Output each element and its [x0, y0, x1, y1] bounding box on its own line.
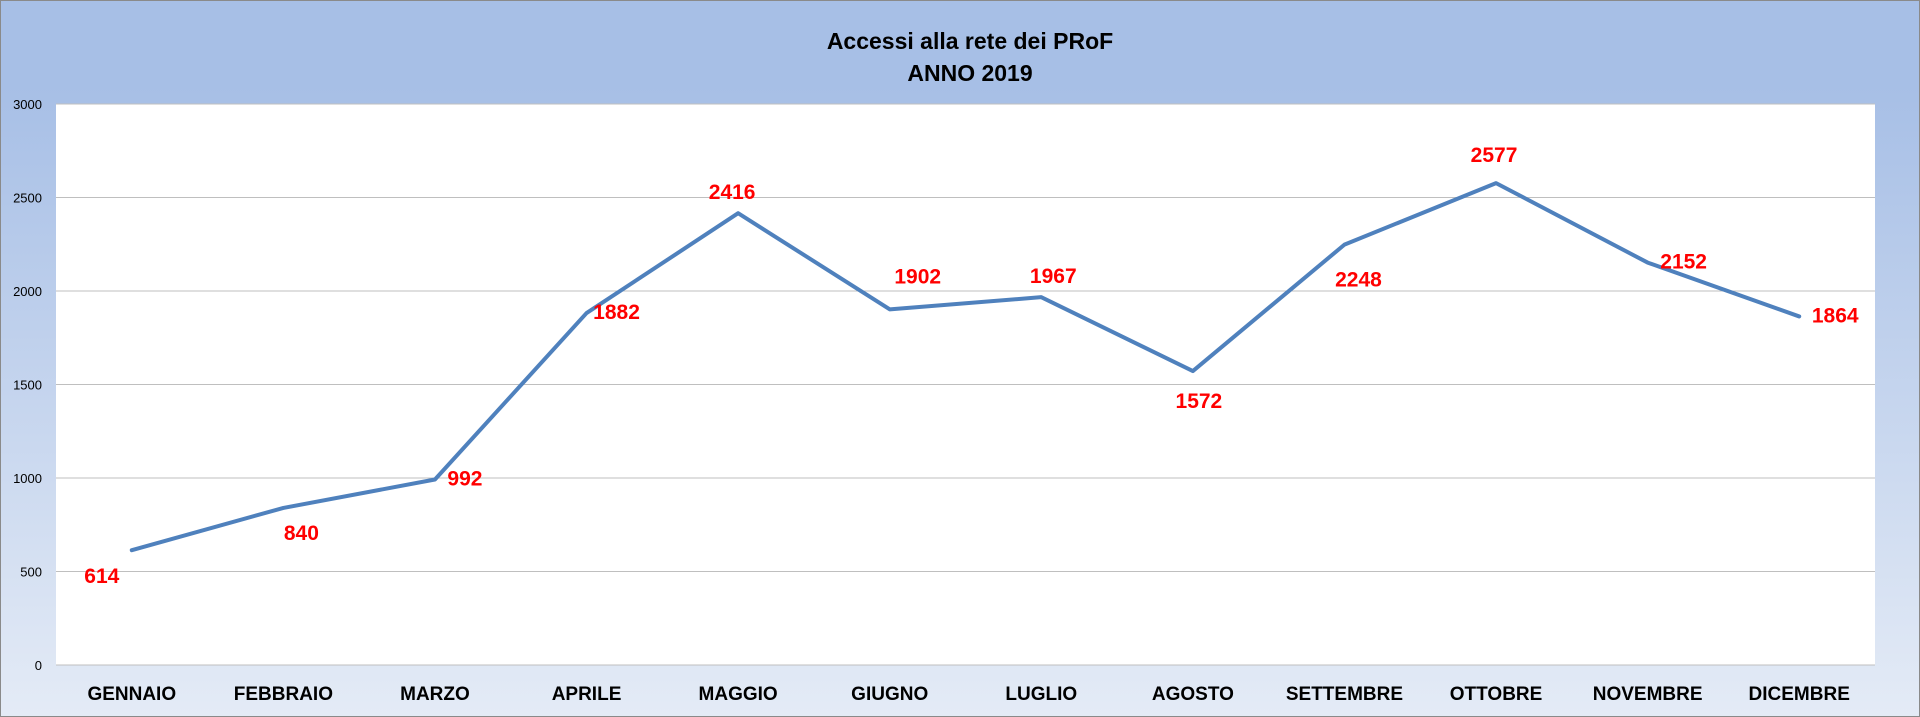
data-label: 2577 [1471, 144, 1518, 167]
data-label: 2416 [709, 181, 756, 204]
x-tick-label: OTTOBRE [1450, 684, 1543, 705]
x-tick-label: AGOSTO [1152, 684, 1234, 705]
x-tick-label: GENNAIO [87, 684, 176, 705]
y-tick-label: 3000 [13, 97, 42, 112]
data-label: 840 [284, 522, 319, 545]
x-tick-label: GIUGNO [851, 684, 928, 705]
x-axis: GENNAIO FEBBRAIO MARZO APRILE MAGGIO GIUGNO LU… [87, 684, 1849, 705]
y-tick-label: 1500 [13, 378, 42, 393]
y-tick-label: 1000 [13, 471, 42, 486]
y-tick-label: 2000 [13, 284, 42, 299]
data-label: 1572 [1176, 390, 1223, 413]
y-tick-label: 500 [20, 565, 42, 580]
chart-subtitle: ANNO 2019 [907, 60, 1032, 86]
data-label: 614 [84, 565, 119, 588]
series-line [129, 181, 1802, 553]
data-label: 1864 [1812, 304, 1859, 327]
x-tick-label: LUGLIO [1005, 684, 1077, 705]
x-tick-label: APRILE [552, 684, 622, 705]
x-tick-label: FEBBRAIO [234, 684, 333, 705]
x-tick-label: DICEMBRE [1749, 684, 1850, 705]
data-label: 2152 [1660, 251, 1707, 274]
y-axis: 0 500 1000 1500 2000 2500 3000 [13, 97, 42, 673]
y-tick-label: 2500 [13, 191, 42, 206]
gridlines [56, 103, 1875, 666]
data-label: 1902 [894, 265, 941, 288]
data-labels: 614 840 992 1882 2416 1902 1967 1572 2248 2577 215… [84, 144, 1859, 588]
y-tick-label: 0 [35, 658, 42, 673]
data-label: 1882 [593, 301, 640, 324]
chart-title: Accessi alla rete dei PRoF [827, 28, 1113, 54]
x-tick-label: SETTEMBRE [1286, 684, 1403, 705]
series-layer [129, 181, 1802, 553]
data-label: 2248 [1335, 269, 1382, 292]
x-tick-label: MAGGIO [699, 684, 778, 705]
data-label: 992 [447, 467, 482, 490]
x-tick-label: NOVEMBRE [1593, 684, 1703, 705]
x-tick-label: MARZO [400, 684, 470, 705]
data-label: 1967 [1030, 265, 1077, 288]
